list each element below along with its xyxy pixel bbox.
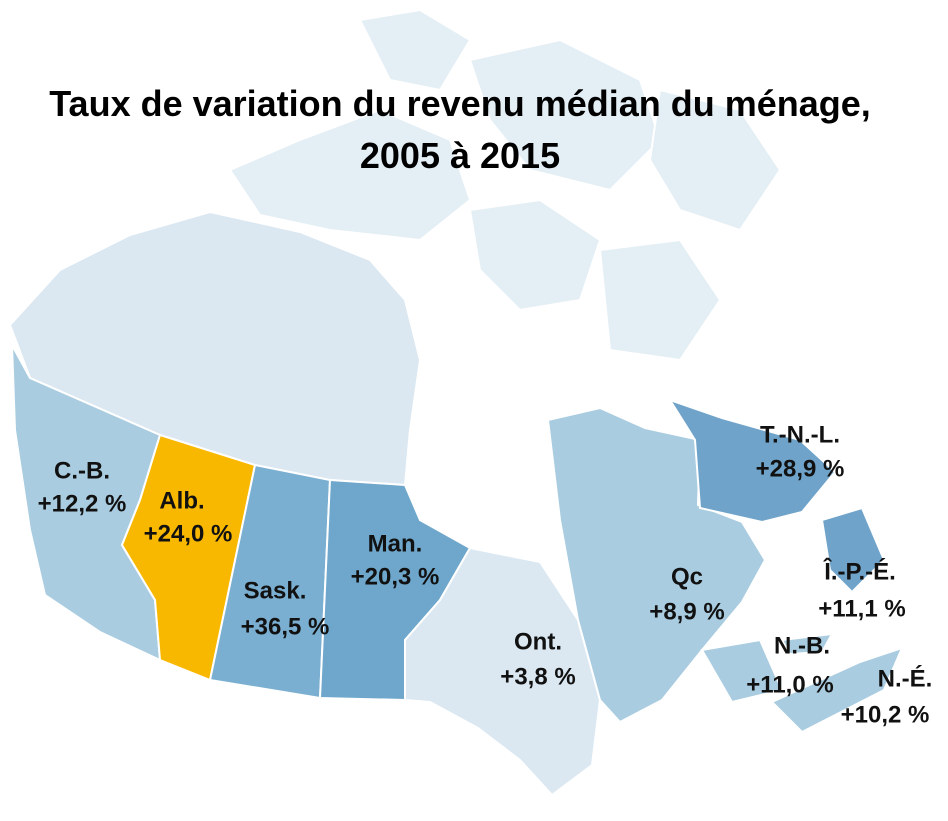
region-name: Ont. [514,628,562,655]
region-qc [546,406,767,724]
region-name: N.-É. [878,664,933,692]
arctic-islands [228,8,782,362]
region-value: +28,9 % [756,455,845,482]
map-title: Taux de variation du revenu médian du mé… [49,83,871,176]
region-value: +24,0 % [144,520,233,547]
region-name: Sask. [244,577,307,604]
region-name: N.-B. [774,632,830,659]
region-on [404,546,602,797]
region-value: +10,2 % [841,701,930,728]
region-name: T.-N.-L. [760,421,840,448]
region-name: Qc [671,563,703,590]
region-ns [770,646,904,734]
region-nl [667,398,837,524]
region-name: Alb. [159,487,204,514]
region-value: +3,8 % [500,663,575,690]
region-name: Î.-P.-É. [823,557,896,585]
region-nl-island [820,506,886,594]
region-value: +12,2 % [38,490,127,517]
region-value: +20,3 % [351,563,440,590]
region-name: Man. [368,530,423,557]
region-value: +36,5 % [241,613,330,640]
region-nb [700,638,784,704]
region-value: +11,0 % [746,671,833,698]
region-pe [780,632,834,656]
region-value: +8,9 % [649,598,724,625]
region-name: C.-B. [54,457,110,484]
region-value: +11,1 % [818,595,905,622]
